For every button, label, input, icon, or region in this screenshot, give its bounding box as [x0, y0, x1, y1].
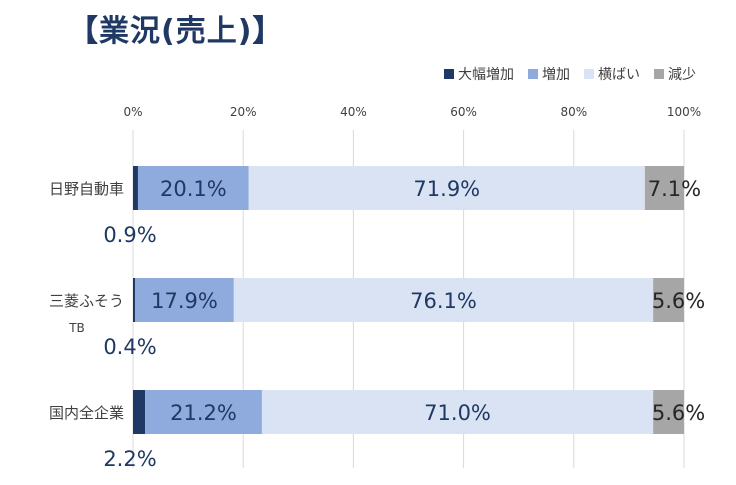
bar-segment: [133, 166, 138, 210]
legend-label-increase: 増加: [542, 67, 570, 83]
legend-swatch-increase: [528, 69, 538, 79]
data-label: 0.4%: [103, 335, 156, 359]
legend-swatch-flat: [584, 69, 594, 79]
legend-swatch-large-increase: [444, 69, 454, 79]
bar-segment: [145, 390, 262, 434]
category-label: TB: [68, 321, 85, 335]
x-tick-label: 40%: [340, 105, 367, 119]
legend-item-large-increase: 大幅増加: [444, 64, 514, 84]
legend-label-large-increase: 大幅増加: [458, 67, 514, 83]
bar-segment: [133, 278, 136, 322]
data-label: 71.9%: [413, 177, 480, 201]
category-label: 国内全企業: [49, 404, 124, 422]
data-label: 5.6%: [652, 289, 705, 313]
legend-item-increase: 増加: [528, 64, 570, 84]
data-label: 7.1%: [648, 177, 701, 201]
bar-segment: [137, 166, 249, 210]
data-label: 0.9%: [103, 223, 156, 247]
legend-label-flat: 横ばい: [598, 67, 640, 83]
category-label: 三菱ふそう: [49, 292, 124, 310]
data-label: 2.2%: [103, 447, 156, 471]
data-label: 71.0%: [424, 401, 491, 425]
bar-segment: [653, 390, 684, 434]
bar-segment: [233, 278, 654, 322]
chart-title: 【業況(売上)】: [68, 14, 284, 49]
x-tick-label: 100%: [667, 105, 701, 119]
data-label: 21.2%: [170, 401, 237, 425]
legend-swatch-decrease: [654, 69, 664, 79]
data-label: 17.9%: [151, 289, 218, 313]
legend-label-decrease: 減少: [668, 67, 696, 83]
bar-segment: [135, 278, 234, 322]
x-tick-label: 60%: [450, 105, 477, 119]
bar-segment: [133, 390, 146, 434]
bar-segment: [248, 166, 645, 210]
bar-segment: [653, 278, 684, 322]
x-tick-label: 20%: [230, 105, 257, 119]
data-label: 5.6%: [652, 401, 705, 425]
x-tick-label: 80%: [560, 105, 587, 119]
data-label: 76.1%: [410, 289, 477, 313]
bar-segment: [644, 166, 684, 210]
x-tick-label: 0%: [123, 105, 142, 119]
category-label: 日野自動車: [49, 180, 124, 198]
bar-segment: [261, 390, 654, 434]
legend: 大幅増加 増加 横ばい 減少: [444, 64, 696, 84]
legend-item-decrease: 減少: [654, 64, 696, 84]
legend-item-flat: 横ばい: [584, 64, 640, 84]
data-label: 20.1%: [160, 177, 227, 201]
